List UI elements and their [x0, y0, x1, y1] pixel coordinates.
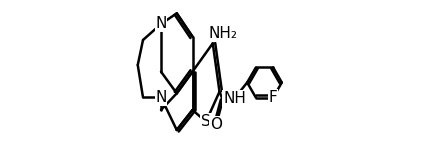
- Text: NH: NH: [223, 91, 246, 106]
- Text: O: O: [210, 117, 222, 132]
- Text: S: S: [201, 114, 211, 129]
- Text: NH₂: NH₂: [208, 26, 237, 41]
- Text: F: F: [269, 90, 277, 105]
- Text: N: N: [155, 16, 167, 32]
- Text: N: N: [155, 90, 167, 105]
